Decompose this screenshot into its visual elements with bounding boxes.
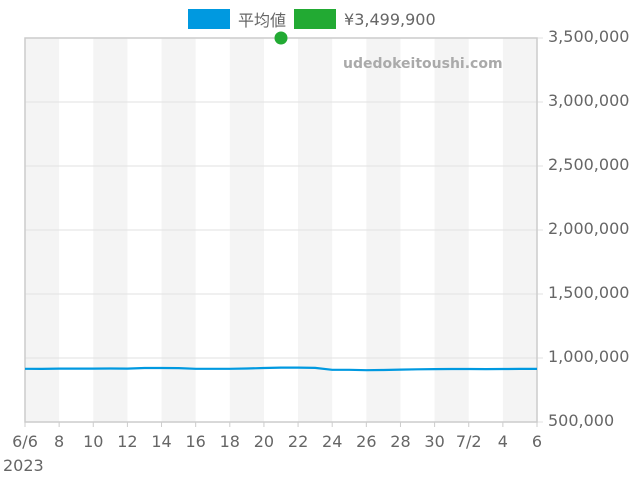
x-tick-label: 24 (322, 432, 343, 451)
x-tick-label: 20 (253, 432, 275, 451)
x-tick-label: 18 (219, 432, 240, 451)
legend: 平均値 ¥3,499,900 (188, 8, 444, 30)
current-price-point[interactable] (274, 31, 288, 45)
legend-swatch-price[interactable] (294, 9, 337, 29)
legend-swatch-average[interactable] (188, 9, 230, 29)
x-tick-label: 26 (356, 432, 377, 451)
x-tick-label: 14 (151, 432, 172, 451)
y-tick-label: 1,500,000 (548, 283, 630, 302)
y-tick-label: 500,000 (548, 411, 615, 430)
x-tick-label: 12 (117, 432, 138, 451)
x-tick-label: 6 (531, 432, 543, 451)
y-tick-label: 3,500,000 (548, 27, 630, 46)
legend-label-price: ¥3,499,900 (344, 9, 436, 29)
y-tick-label: 2,000,000 (548, 219, 630, 238)
y-tick-label: 1,000,000 (548, 347, 630, 366)
watermark: udedokeitoushi.com (343, 56, 503, 72)
y-tick-label: 3,000,000 (548, 91, 630, 110)
x-tick-label: 4 (497, 432, 508, 451)
x-tick-label: 22 (287, 432, 309, 451)
legend-label-average: 平均値 (238, 11, 287, 30)
x-tick-label: 10 (83, 432, 104, 451)
x-tick-label: 28 (390, 432, 411, 451)
x-tick-label: 30 (424, 432, 445, 451)
x-tick-label: 6/6 (12, 432, 38, 451)
average-price-line[interactable] (24, 366, 537, 372)
x-tick-label: 16 (185, 432, 206, 451)
x-axis-year-label: 2023 (3, 456, 44, 475)
x-tick-label: 7/2 (455, 432, 482, 451)
x-tick-label: 8 (54, 432, 65, 451)
y-tick-label: 2,500,000 (548, 155, 630, 174)
